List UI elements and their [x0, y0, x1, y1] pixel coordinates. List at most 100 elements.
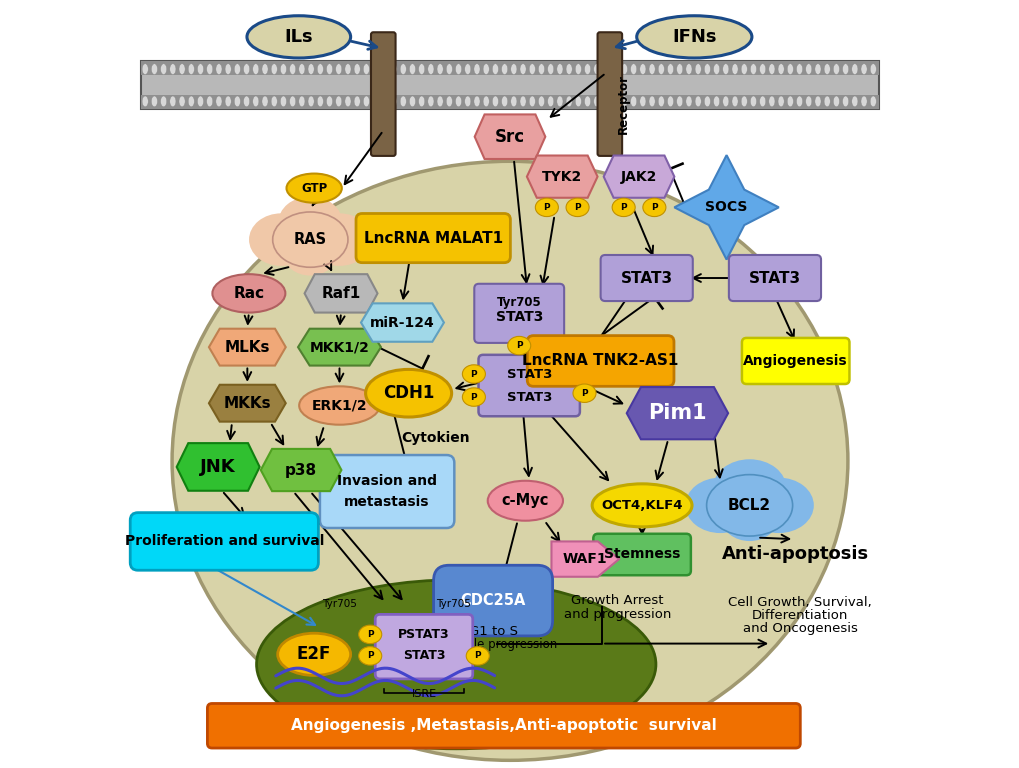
Ellipse shape: [796, 64, 802, 74]
Ellipse shape: [750, 64, 756, 74]
Ellipse shape: [446, 96, 452, 107]
Polygon shape: [176, 443, 260, 491]
Polygon shape: [474, 114, 545, 159]
Ellipse shape: [418, 96, 424, 107]
Ellipse shape: [575, 96, 581, 107]
Text: miR-124: miR-124: [370, 316, 434, 329]
Text: and progression: and progression: [564, 608, 671, 621]
Ellipse shape: [257, 580, 655, 749]
FancyBboxPatch shape: [375, 614, 472, 679]
Ellipse shape: [492, 96, 498, 107]
Ellipse shape: [636, 16, 751, 58]
Text: Cell Growth, Survival,: Cell Growth, Survival,: [728, 597, 871, 609]
Polygon shape: [305, 274, 377, 313]
Text: MKK1/2: MKK1/2: [309, 340, 369, 354]
Ellipse shape: [722, 64, 729, 74]
Ellipse shape: [777, 64, 784, 74]
Ellipse shape: [575, 64, 581, 74]
FancyBboxPatch shape: [142, 61, 877, 75]
Ellipse shape: [759, 96, 765, 107]
Ellipse shape: [592, 484, 691, 527]
Ellipse shape: [207, 64, 213, 74]
Ellipse shape: [501, 96, 507, 107]
Ellipse shape: [151, 96, 157, 107]
Text: p38: p38: [284, 462, 317, 478]
Text: P: P: [543, 203, 549, 212]
Text: Angiogenesis ,Metastasis,Anti-apoptotic  survival: Angiogenesis ,Metastasis,Anti-apoptotic …: [290, 718, 716, 733]
Ellipse shape: [299, 64, 305, 74]
Ellipse shape: [390, 64, 396, 74]
Ellipse shape: [326, 96, 332, 107]
Ellipse shape: [462, 388, 485, 406]
Ellipse shape: [593, 96, 599, 107]
Ellipse shape: [299, 386, 379, 425]
Text: Receptor: Receptor: [616, 74, 630, 134]
Text: P: P: [650, 203, 657, 212]
Text: STAT3: STAT3: [495, 310, 542, 324]
Ellipse shape: [703, 64, 710, 74]
Ellipse shape: [277, 633, 351, 676]
Ellipse shape: [676, 96, 682, 107]
Text: Pim1: Pim1: [647, 403, 706, 423]
Ellipse shape: [520, 96, 526, 107]
Polygon shape: [626, 387, 728, 439]
Text: SOCS: SOCS: [705, 200, 747, 214]
Ellipse shape: [535, 198, 557, 217]
Text: STAT3: STAT3: [403, 650, 445, 662]
Ellipse shape: [189, 96, 195, 107]
Ellipse shape: [172, 161, 847, 760]
Ellipse shape: [721, 498, 776, 541]
Ellipse shape: [851, 64, 857, 74]
Text: P: P: [474, 651, 481, 660]
FancyBboxPatch shape: [597, 32, 622, 156]
Ellipse shape: [278, 197, 342, 249]
Ellipse shape: [427, 96, 433, 107]
Ellipse shape: [335, 64, 341, 74]
Ellipse shape: [584, 96, 590, 107]
Ellipse shape: [529, 64, 535, 74]
Ellipse shape: [796, 96, 802, 107]
FancyBboxPatch shape: [356, 214, 510, 263]
Ellipse shape: [436, 96, 442, 107]
Ellipse shape: [556, 96, 562, 107]
Ellipse shape: [611, 198, 635, 217]
Ellipse shape: [409, 64, 415, 74]
Ellipse shape: [685, 96, 691, 107]
Ellipse shape: [283, 231, 337, 276]
FancyBboxPatch shape: [433, 565, 552, 636]
Text: P: P: [367, 651, 373, 660]
Ellipse shape: [462, 365, 485, 383]
Ellipse shape: [511, 64, 517, 74]
Ellipse shape: [249, 214, 313, 266]
Text: LncRNA MALAT1: LncRNA MALAT1: [364, 230, 502, 246]
Text: STAT3: STAT3: [506, 368, 551, 380]
Ellipse shape: [648, 64, 654, 74]
Ellipse shape: [317, 96, 323, 107]
Text: STAT3: STAT3: [620, 270, 673, 286]
Ellipse shape: [547, 96, 553, 107]
Ellipse shape: [750, 96, 756, 107]
Ellipse shape: [538, 64, 544, 74]
Text: P: P: [620, 203, 627, 212]
Ellipse shape: [787, 64, 793, 74]
Text: Stemness: Stemness: [603, 548, 680, 561]
FancyBboxPatch shape: [320, 455, 453, 528]
Ellipse shape: [814, 64, 820, 74]
Ellipse shape: [262, 64, 268, 74]
Polygon shape: [674, 155, 779, 260]
Text: G1 to S: G1 to S: [468, 625, 517, 637]
Ellipse shape: [271, 64, 277, 74]
Ellipse shape: [722, 96, 729, 107]
Polygon shape: [298, 329, 381, 366]
Text: Tyr705: Tyr705: [322, 599, 357, 610]
Ellipse shape: [511, 96, 517, 107]
Text: P: P: [581, 389, 587, 398]
Ellipse shape: [483, 96, 489, 107]
Ellipse shape: [648, 96, 654, 107]
Text: LncRNA TNK2-AS1: LncRNA TNK2-AS1: [522, 353, 679, 369]
Ellipse shape: [189, 64, 195, 74]
Text: Rac: Rac: [233, 286, 264, 301]
FancyBboxPatch shape: [371, 32, 395, 156]
Ellipse shape: [363, 64, 369, 74]
Ellipse shape: [225, 96, 231, 107]
